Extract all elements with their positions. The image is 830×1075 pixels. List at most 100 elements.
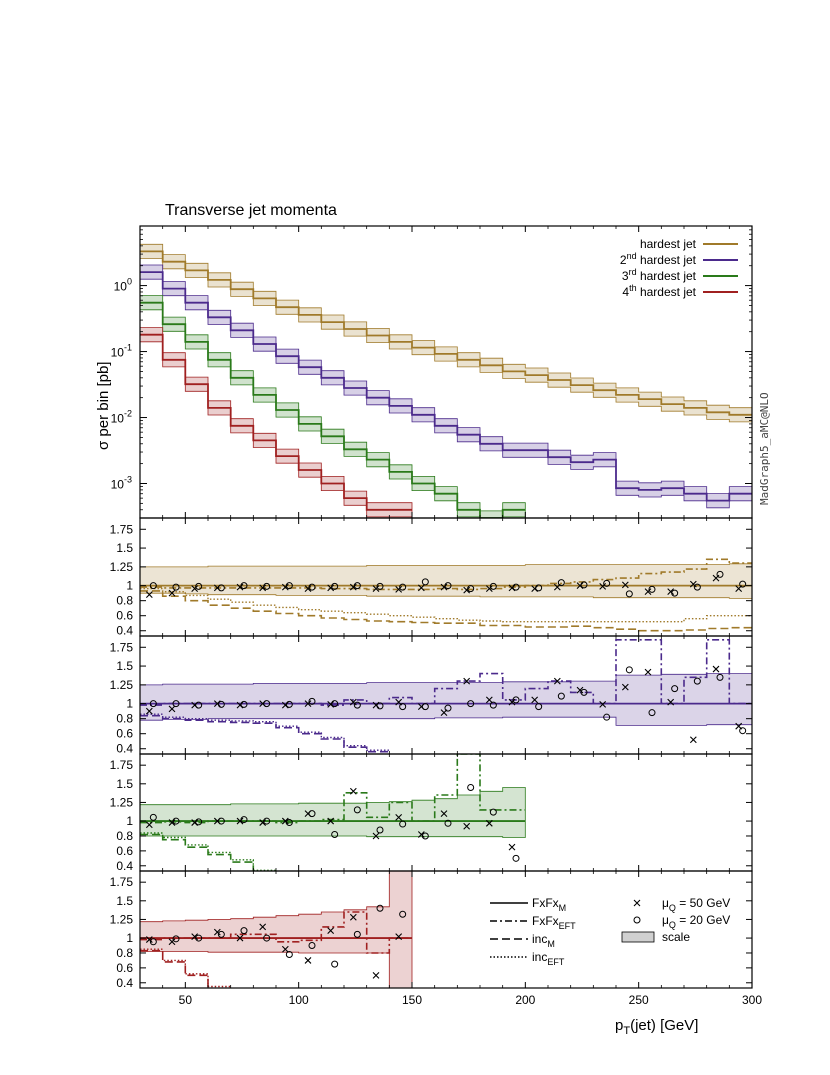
ratio-cross-marker <box>259 584 267 592</box>
legend-entry-text: hardest jet <box>637 285 697 299</box>
ratio-scale-band <box>140 563 752 599</box>
y-tick-exponent: -1 <box>124 343 132 353</box>
y-tick-label: 0.8 <box>116 946 133 960</box>
legend-line-label: incM <box>532 932 555 949</box>
ratio-circle-marker <box>353 930 361 938</box>
legend-entry-ordinal-suffix: th <box>629 283 637 293</box>
legend-entry-ordinal-suffix: rd <box>629 267 637 277</box>
ratio-inc-eft-line <box>140 587 752 623</box>
ratio-panel-group <box>140 639 752 753</box>
ratio-circle-marker <box>625 590 633 598</box>
x-tick-label: 300 <box>742 993 762 1007</box>
ratio-circle-marker <box>421 578 429 586</box>
y-tick-label: 0.6 <box>116 609 133 623</box>
ratio-cross-marker <box>485 585 493 593</box>
ratio-cross-marker <box>440 810 448 818</box>
y-tick-label: 10-2 <box>111 409 132 426</box>
ratio-cross-marker <box>145 591 153 599</box>
ratio-scale-band <box>140 871 413 988</box>
y-tick-exponent: 0 <box>127 277 132 287</box>
ratio-circle-marker <box>240 816 248 824</box>
y-tick-label: 0.4 <box>116 976 133 990</box>
legend-circle-marker <box>633 916 641 924</box>
ratio-circle-marker <box>489 808 497 816</box>
ratio-circle-marker <box>716 570 724 578</box>
main-series-line <box>140 271 752 502</box>
ratio-circle-marker <box>444 582 452 590</box>
ratio-circle-marker <box>172 700 180 708</box>
y-tick-label: 1.25 <box>110 912 134 926</box>
ratio-cross-marker <box>327 927 335 935</box>
ratio-cross-marker <box>644 668 652 676</box>
ratio-circle-marker <box>467 784 475 792</box>
ratio-fxfx-eft-line <box>140 911 412 954</box>
legend-line-text: inc <box>532 950 547 964</box>
ratio-cross-marker <box>349 787 357 795</box>
ratio-circle-marker <box>421 832 429 840</box>
y-tick-label: 1.25 <box>110 678 134 692</box>
y-tick-label: 0.8 <box>116 829 133 843</box>
ratio-circle-marker <box>557 579 565 587</box>
ratio-circle-marker <box>353 582 361 590</box>
y-tick-label: 0.4 <box>116 859 133 873</box>
legend-line-sub: EFT <box>559 921 577 931</box>
ratio-circle-marker <box>376 582 384 590</box>
ratio-fxfx-eft-line <box>140 558 752 591</box>
legend-marker-sub: Q <box>669 903 676 913</box>
ratio-circle-marker <box>512 696 520 704</box>
ratio-cross-marker <box>417 831 425 838</box>
legend-entry-label: 4th hardest jet <box>622 283 696 299</box>
legend-marker-label: μQ = 20 GeV <box>662 913 730 930</box>
ratio-circle-marker <box>331 700 339 708</box>
y-tick-label: 1.75 <box>110 522 134 536</box>
y-tick-label: 0.8 <box>116 712 133 726</box>
ratio-circle-marker <box>399 583 407 591</box>
ratio-circle-marker <box>535 584 543 592</box>
ratio-circle-marker <box>716 673 724 681</box>
ratio-cross-marker <box>689 580 697 588</box>
y-tick-exponent: -3 <box>124 475 132 485</box>
ratio-cross-marker <box>417 584 425 592</box>
ratio-circle-marker <box>172 935 180 943</box>
ratio-circle-marker <box>263 582 271 590</box>
ratio-circle-marker <box>240 700 248 708</box>
x-tick-label: 250 <box>629 993 649 1007</box>
ratio-cross-marker <box>553 677 561 685</box>
ratio-circle-marker <box>603 713 611 721</box>
y-tick-label: 1.25 <box>110 795 134 809</box>
ratio-cross-marker <box>168 819 176 826</box>
ratio-circle-marker <box>376 826 384 834</box>
ratio-circle-marker <box>671 589 679 597</box>
ratio-cross-marker <box>463 822 471 830</box>
legend-marker-pre: μ <box>662 896 669 910</box>
ratio-circle-marker <box>693 583 701 591</box>
ratio-circle-marker <box>240 927 248 935</box>
ratio-cross-marker <box>281 583 289 591</box>
ratio-scale-band <box>140 673 752 726</box>
x-tick-label: 50 <box>179 993 193 1007</box>
ratio-circle-marker <box>149 582 157 590</box>
ratio-circle-marker <box>489 582 497 590</box>
ratio-circle-marker <box>512 854 520 862</box>
legend-line-sub: EFT <box>547 957 565 967</box>
ratio-circle-marker <box>467 585 475 593</box>
y-tick-label: 1 <box>126 814 133 828</box>
ratio-circle-marker <box>285 819 293 827</box>
legend-line-text: FxFx <box>532 896 559 910</box>
main-series-line <box>140 333 412 511</box>
y-tick-label: 1.75 <box>110 758 134 772</box>
legend-line-label: FxFxM <box>532 896 566 913</box>
ratio-cross-marker <box>281 945 289 953</box>
ratio-circle-marker <box>217 584 225 592</box>
ratio-cross-marker <box>236 583 244 591</box>
main-band <box>140 264 752 509</box>
ratio-circle-marker <box>399 820 407 828</box>
ratio-circle-marker <box>399 703 407 711</box>
ratio-cross-marker <box>327 817 335 825</box>
ratio-circle-marker <box>217 817 225 825</box>
ratio-circle-marker <box>240 582 248 590</box>
ratio-cross-marker <box>304 957 312 964</box>
y-axis-label: σ per bin [pb] <box>95 362 112 450</box>
